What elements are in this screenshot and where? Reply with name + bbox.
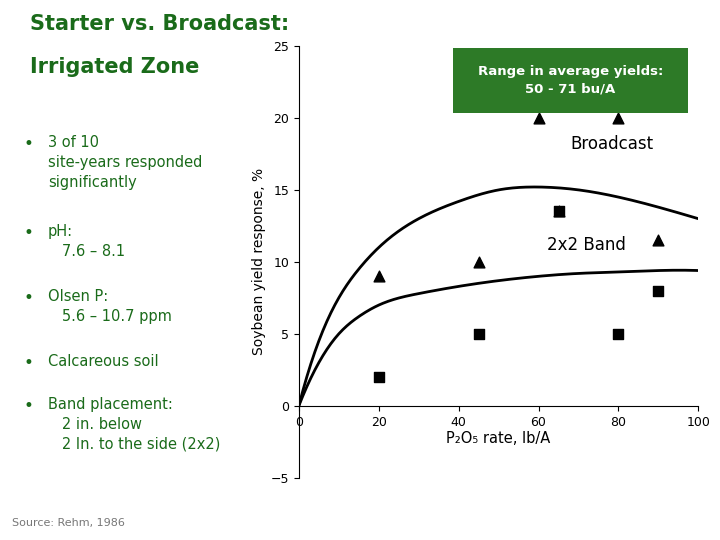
Text: 3 of 10
site-years responded
significantly: 3 of 10 site-years responded significant… [48, 135, 202, 190]
Y-axis label: Soybean yield response, %: Soybean yield response, % [253, 168, 266, 355]
Text: Source: Rehm, 1986: Source: Rehm, 1986 [12, 518, 125, 528]
Point [473, 329, 485, 338]
Text: Calcareous soil: Calcareous soil [48, 354, 158, 369]
Text: Broadcast: Broadcast [570, 135, 654, 153]
Point [533, 113, 544, 122]
Point [613, 113, 624, 122]
Text: Range in average yields:
50 - 71 bu/A: Range in average yields: 50 - 71 bu/A [478, 65, 663, 96]
Text: Band placement:
   2 in. below
   2 In. to the side (2x2): Band placement: 2 in. below 2 In. to the… [48, 397, 220, 451]
Text: •: • [24, 397, 34, 415]
FancyBboxPatch shape [453, 48, 688, 113]
Text: •: • [24, 224, 34, 242]
Point [653, 236, 665, 245]
Text: Starter vs. Broadcast:: Starter vs. Broadcast: [30, 14, 289, 33]
Point [553, 207, 564, 216]
Point [653, 286, 665, 295]
Point [613, 329, 624, 338]
Text: 2x2 Band: 2x2 Band [546, 235, 626, 254]
Text: •: • [24, 354, 34, 372]
Text: Irrigated Zone: Irrigated Zone [30, 57, 199, 77]
Point [473, 258, 485, 266]
Point [373, 272, 384, 281]
X-axis label: P₂O₅ rate, lb/A: P₂O₅ rate, lb/A [446, 431, 551, 447]
Text: Olsen P:
   5.6 – 10.7 ppm: Olsen P: 5.6 – 10.7 ppm [48, 289, 171, 323]
Text: •: • [24, 289, 34, 307]
Point [373, 373, 384, 381]
Text: •: • [24, 135, 34, 153]
Text: pH:
   7.6 – 8.1: pH: 7.6 – 8.1 [48, 224, 125, 259]
Point [553, 207, 564, 216]
